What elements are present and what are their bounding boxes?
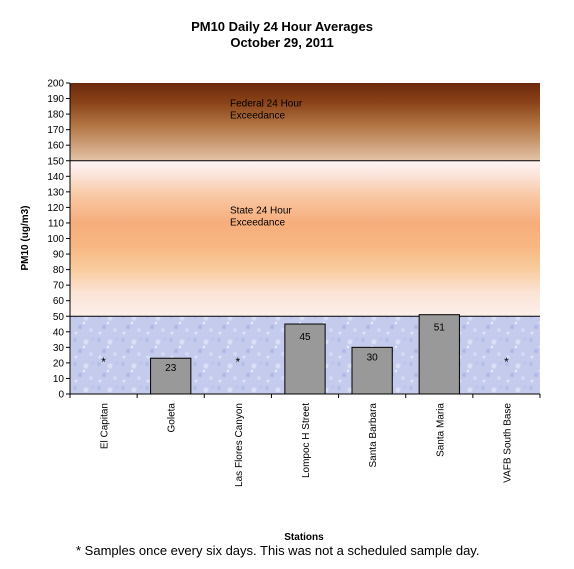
y-tick-label-40: 40	[53, 327, 65, 338]
category-label-1: Goleta	[167, 403, 178, 433]
category-label-3: Lompoc H Street	[301, 403, 312, 478]
y-tick-label-0: 0	[58, 390, 64, 401]
missing-marker-2: *	[236, 355, 241, 369]
y-tick-label-120: 120	[47, 203, 64, 214]
y-tick-label-90: 90	[53, 250, 65, 261]
category-label-5: Santa Maria	[435, 403, 446, 457]
x-axis-title: Stations	[284, 532, 324, 543]
y-tick-label-160: 160	[47, 141, 64, 152]
y-tick-label-170: 170	[47, 125, 64, 136]
y-tick-label-190: 190	[47, 94, 64, 105]
data-label-4: 30	[367, 352, 379, 363]
category-label-4: Santa Barbara	[368, 403, 379, 468]
y-tick-label-110: 110	[48, 218, 64, 229]
y-tick-label-140: 140	[47, 172, 64, 183]
y-tick-label-150: 150	[47, 156, 64, 167]
y-tick-label-10: 10	[53, 374, 65, 385]
bar-3	[284, 323, 326, 395]
state-exceedance-label: State 24 Hour Exceedance	[230, 206, 292, 229]
y-axis-title: PM10 (ug/m3)	[20, 205, 31, 270]
y-tick-label-20: 20	[53, 358, 65, 369]
footnote: * Samples once every six days. This was …	[76, 543, 480, 558]
category-label-0: El Capitan	[100, 403, 111, 449]
y-tick-label-200: 200	[47, 79, 64, 90]
category-label-6: VAFB South Base	[502, 403, 513, 483]
bars	[150, 314, 460, 395]
federal-exceedance-band	[70, 83, 540, 161]
background-bands	[70, 83, 540, 394]
y-tick-label-180: 180	[47, 110, 64, 121]
category-label-2: Las Flores Canyon	[234, 403, 245, 487]
y-tick-label-30: 30	[53, 343, 65, 354]
state-exceedance-band	[70, 160, 540, 317]
bar-1	[150, 357, 192, 395]
axes: 0 10 20 30 40 50 60 70 80 90 100 110 120 130 140 150 160…	[47, 79, 541, 401]
missing-marker-0: *	[101, 355, 106, 369]
y-tick-label-130: 130	[47, 187, 64, 198]
data-label-3: 45	[299, 332, 311, 343]
chart-subtitle: October 29, 2011	[230, 35, 333, 50]
labels: Federal 24 Hour Exceedance State 24 Hour Ex…	[100, 98, 514, 487]
bar-4	[351, 346, 393, 395]
missing-marker-6: *	[504, 355, 509, 369]
data-label-5: 51	[434, 323, 446, 334]
data-label-1: 23	[165, 363, 177, 374]
y-tick-label-70: 70	[53, 281, 65, 292]
y-tick-label-80: 80	[53, 265, 65, 276]
federal-exceedance-label: Federal 24 Hour Exceedance	[230, 98, 303, 121]
y-tick-label-100: 100	[47, 234, 64, 245]
y-tick-label-60: 60	[53, 296, 65, 307]
y-tick-label-50: 50	[53, 312, 65, 323]
chart-title: PM10 Daily 24 Hour Averages	[191, 19, 373, 34]
bar-5	[418, 314, 460, 395]
